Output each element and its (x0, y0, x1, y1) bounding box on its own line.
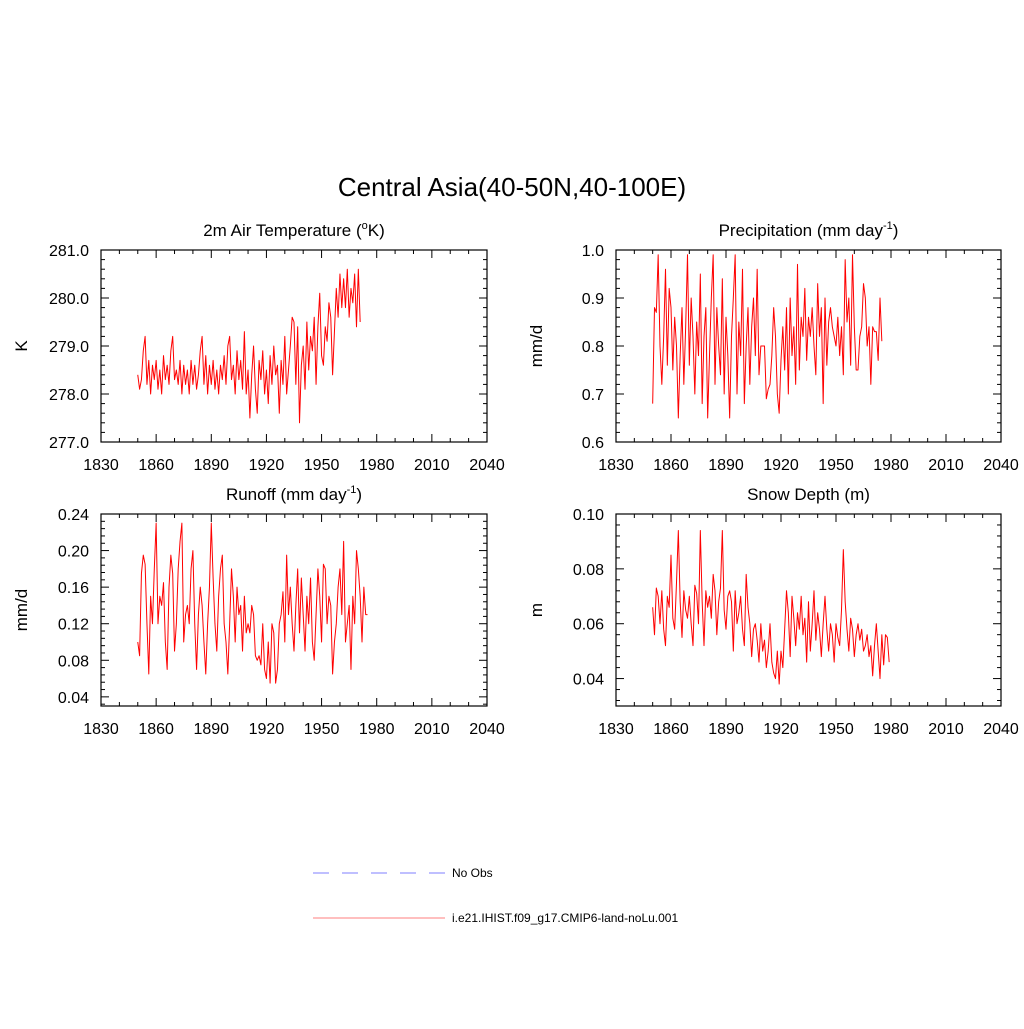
y-axis-label: K (12, 340, 31, 352)
x-tick-label: 2040 (469, 457, 505, 474)
x-tick-label: 1860 (138, 457, 174, 474)
y-axis-label: mm/d (527, 325, 546, 368)
y-tick-label: 0.08 (573, 562, 604, 579)
x-tick-label: 1890 (708, 457, 744, 474)
panel-title-sup: o (362, 220, 368, 232)
y-tick-label: 280.0 (49, 291, 89, 308)
panel-title-main: Runoff (mm day (226, 485, 347, 504)
x-tick-label: 2040 (469, 721, 505, 738)
y-tick-label: 281.0 (49, 243, 89, 260)
y-tick-label: 277.0 (49, 435, 89, 452)
legend: No Obs i.e21.IHIST.f09_g17.CMIP6-land-no… (313, 866, 678, 925)
plot-frame (615, 513, 1002, 707)
panel-title: Snow Depth (m) (747, 485, 870, 504)
panel-title-main: 2m Air Temperature ( (203, 221, 362, 240)
panel-title: 2m Air Temperature (oK) (203, 220, 385, 240)
y-tick-label: 0.16 (58, 580, 89, 597)
y-tick-label: 0.04 (573, 672, 604, 689)
panels: 2m Air Temperature (oK) K 1830 1860 1890 1920… (12, 220, 1019, 738)
legend-obs-label: No Obs (452, 866, 493, 880)
x-tick-label: 1920 (249, 721, 285, 738)
y-tick-label: 0.06 (573, 617, 604, 634)
x-tick-label: 1950 (818, 457, 854, 474)
panel-title: Precipitation (mm day-1) (719, 220, 899, 240)
x-tick-label: 2010 (414, 457, 450, 474)
x-tick-label: 1950 (818, 721, 854, 738)
chart-panel-2: Runoff (mm day-1) mm/d 1830 1860 1890 1920 195… (12, 484, 505, 738)
x-tick-label: 2010 (928, 457, 964, 474)
panel-title-main: Snow Depth (m) (747, 485, 870, 504)
chart-panel-1: Precipitation (mm day-1) mm/d 1830 1860 1890… (527, 220, 1019, 474)
y-tick-label: 0.04 (58, 690, 89, 707)
x-tick-label: 1920 (763, 721, 799, 738)
x-tick-label: 1830 (83, 457, 119, 474)
panel-title-sup: -1 (883, 220, 893, 232)
x-tick-label: 2010 (928, 721, 964, 738)
x-tick-label: 2010 (414, 721, 450, 738)
figure-title: Central Asia(40-50N,40-100E) (338, 172, 686, 202)
panel-title: Runoff (mm day-1) (226, 484, 362, 504)
x-tick-label: 1920 (763, 457, 799, 474)
x-tick-label: 1860 (138, 721, 174, 738)
x-tick-label: 1830 (83, 721, 119, 738)
y-tick-label: 1.0 (582, 243, 604, 260)
x-tick-label: 1890 (708, 721, 744, 738)
panel-title-tail: ) (893, 221, 899, 240)
y-tick-label: 279.0 (49, 339, 89, 356)
panel-title-main: Precipitation (mm day (719, 221, 884, 240)
chart-panel-3: Snow Depth (m) m 1830 1860 1890 1920 1950 1980 2… (527, 485, 1019, 738)
x-tick-label: 1830 (598, 721, 634, 738)
panel-title-tail: ) (356, 485, 362, 504)
model-series-line (137, 522, 368, 684)
model-series-line (652, 254, 883, 419)
y-tick-label: 0.24 (58, 507, 89, 524)
panel-title-tail: K) (368, 221, 385, 240)
x-tick-label: 1860 (653, 721, 689, 738)
legend-model-label: i.e21.IHIST.f09_g17.CMIP6-land-noLu.001 (452, 911, 678, 925)
x-tick-label: 1980 (359, 457, 395, 474)
x-tick-label: 2040 (983, 457, 1019, 474)
x-tick-label: 1980 (873, 721, 909, 738)
plot-frame (100, 513, 488, 707)
y-axis-label: m (527, 603, 546, 617)
x-tick-label: 1890 (193, 721, 229, 738)
x-tick-label: 1980 (873, 457, 909, 474)
y-tick-label: 0.08 (58, 653, 89, 670)
y-tick-label: 278.0 (49, 387, 89, 404)
chart-panel-0: 2m Air Temperature (oK) K 1830 1860 1890 1920… (12, 220, 505, 474)
x-tick-label: 1860 (653, 457, 689, 474)
y-tick-label: 0.8 (582, 339, 604, 356)
y-tick-label: 0.12 (58, 617, 89, 634)
y-tick-label: 0.10 (573, 507, 604, 524)
panel-title-sup: -1 (347, 484, 357, 496)
y-tick-label: 0.9 (582, 291, 604, 308)
x-tick-label: 1890 (193, 457, 229, 474)
x-tick-label: 2040 (983, 721, 1019, 738)
y-tick-label: 0.7 (582, 387, 604, 404)
x-tick-label: 1920 (249, 457, 285, 474)
plot-frame (100, 249, 488, 443)
model-series-line (137, 268, 361, 424)
x-tick-label: 1950 (304, 457, 340, 474)
x-tick-label: 1980 (359, 721, 395, 738)
x-tick-label: 1830 (598, 457, 634, 474)
y-tick-label: 0.6 (582, 435, 604, 452)
y-axis-label: mm/d (12, 589, 31, 632)
model-series-line (652, 529, 890, 685)
x-tick-label: 1950 (304, 721, 340, 738)
y-tick-label: 0.20 (58, 544, 89, 561)
